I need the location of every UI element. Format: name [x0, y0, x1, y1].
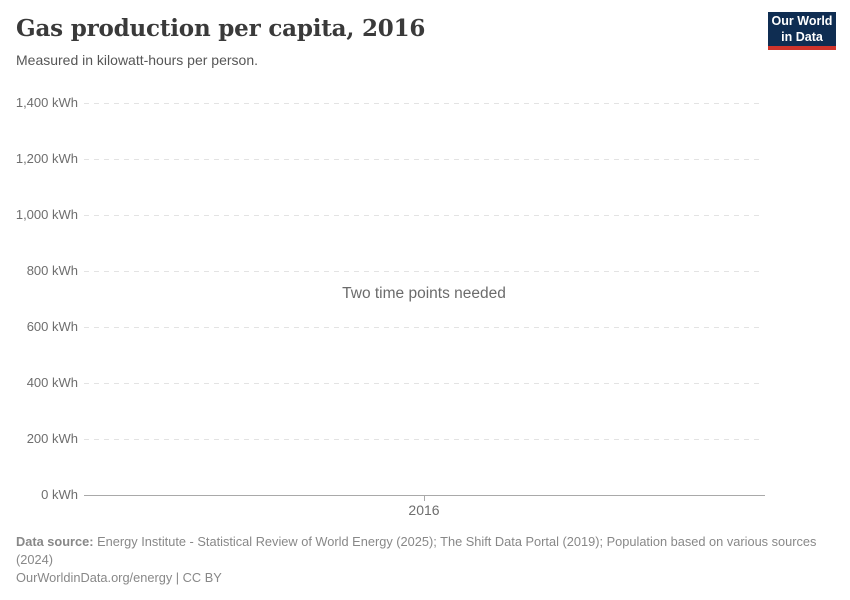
gridline: [84, 103, 764, 104]
y-axis-tick-label: 600 kWh: [26, 319, 78, 334]
gridline: [84, 439, 764, 440]
y-axis-tick-label: 0 kWh: [41, 487, 78, 502]
y-axis-tick-label: 400 kWh: [26, 375, 78, 390]
data-source-label: Data source:: [16, 534, 94, 549]
chart-title: Gas production per capita, 2016: [16, 15, 426, 42]
gridline: [84, 215, 764, 216]
x-axis-tick-label: 2016: [408, 502, 440, 518]
y-axis-tick-label: 200 kWh: [26, 431, 78, 446]
y-axis-tick-label: 800 kWh: [26, 263, 78, 278]
chart-footer: Data source: Energy Institute - Statisti…: [16, 533, 828, 587]
gridline: [84, 271, 764, 272]
owid-logo-line1: Our World: [771, 14, 833, 28]
gridline: [84, 327, 764, 328]
owid-logo[interactable]: Our World in Data: [768, 12, 836, 50]
y-axis-tick-label: 1,400 kWh: [15, 95, 78, 110]
chart-subtitle: Measured in kilowatt-hours per person.: [16, 52, 259, 68]
data-source-note: Data source: Energy Institute - Statisti…: [16, 533, 828, 569]
gridline: [84, 159, 764, 160]
x-axis-tick-mark: [424, 495, 425, 501]
y-axis-tick-label: 1,200 kWh: [15, 151, 78, 166]
license-link[interactable]: OurWorldinData.org/energy | CC BY: [16, 570, 222, 585]
empty-chart-message: Two time points needed: [342, 285, 506, 302]
gridline: [84, 383, 764, 384]
data-source-text: Energy Institute - Statistical Review of…: [16, 534, 817, 567]
y-axis-tick-label: 1,000 kWh: [15, 207, 78, 222]
owid-logo-line2: in Data: [781, 30, 823, 44]
